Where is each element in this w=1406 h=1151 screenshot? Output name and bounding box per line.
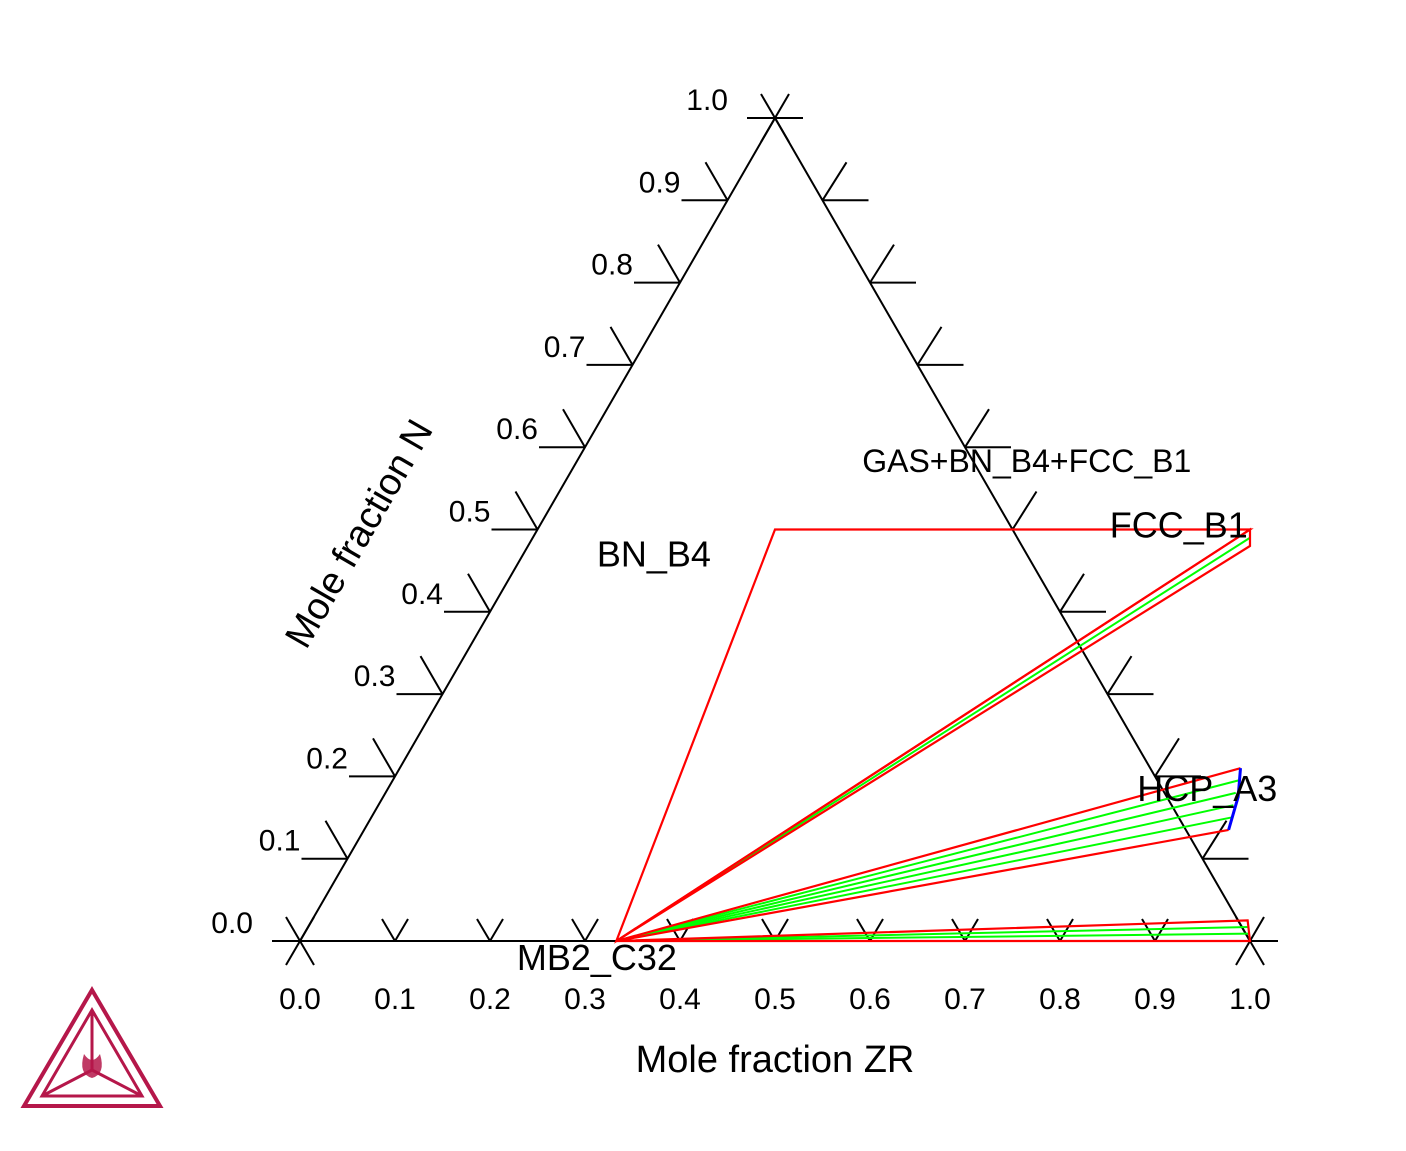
right-tick [869,244,895,284]
tie-line [616,779,1239,942]
phase-labels: GAS+BN_B4+FCC_B1 BN_B4 FCC_B1 HCP_A3 MB2_C32 [517,443,1277,978]
y-tick-label: 0.5 [449,496,491,529]
right-tick [916,326,943,366]
y-tick-label: 0.6 [496,413,538,446]
y-tick-label: 0.8 [591,249,633,282]
y-tick-label: 0.1 [259,825,301,858]
bottom-tick [476,918,491,942]
y-tick-label: 1.0 [686,84,728,117]
tie-line [616,816,1232,942]
x-tick-label: 0.8 [1039,983,1081,1016]
x-tick-label: 0.9 [1134,983,1176,1016]
x-tick-label: 0.0 [279,983,321,1016]
tie-lines [615,536,1251,942]
left-tick [704,161,729,201]
phase-label: HCP_A3 [1137,768,1277,809]
corner-mark-left [285,916,315,966]
left-tick [372,737,396,777]
y-tick-label: 0.3 [354,660,396,693]
y-tick-label: 0.9 [639,166,681,199]
y-tick-label: 0.0 [211,907,253,940]
phase-boundary [615,527,1252,942]
x-tick-label: 0.6 [849,983,891,1016]
x-tick-label: 0.3 [564,983,606,1016]
right-tick [964,408,990,448]
phase-label: MB2_C32 [517,937,677,978]
x-tick-label: 0.5 [754,983,796,1016]
bottom-tick [571,918,586,942]
corner-mark-top [760,93,790,143]
phase-boundary [616,767,1241,943]
right-tick [1201,820,1228,860]
phase-boundaries [614,527,1254,944]
left-tick [419,655,444,695]
tick-labels: 0.0 0.1 0.2 0.3 0.4 0.5 0.6 0.7 0.8 0.9 1.0 0.0 0.1 0… [211,84,1271,1016]
phase-boundary [616,828,1229,943]
bottom-tick [1059,918,1074,942]
tie-line [616,791,1236,942]
tie-line [616,932,1250,942]
y-tick-label: 0.7 [544,331,586,364]
x-tick-label: 0.2 [469,983,511,1016]
left-tick [562,408,586,448]
left-tick [657,244,681,284]
x-axis-title: Mole fraction ZR [636,1039,915,1081]
left-tick [609,326,634,366]
left-tick [467,573,491,613]
x-tick-label: 0.4 [659,983,701,1016]
right-tick [821,161,848,201]
right-tick [1011,490,1038,531]
tie-line [616,804,1234,942]
x-tick-label: 0.1 [374,983,416,1016]
right-tick [1059,573,1085,613]
phase-boundary [616,919,1252,943]
thermo-calc-logo-icon [20,986,164,1108]
y-axis-title: Mole fraction N [278,413,442,655]
phase-label: GAS+BN_B4+FCC_B1 [862,443,1191,479]
tie-line [616,926,1249,942]
bottom-tick [394,918,409,942]
bottom-tick [584,918,599,942]
right-tick [1106,655,1133,695]
phase-label: BN_B4 [597,534,711,575]
right-tick [1154,737,1180,777]
tie-line [615,536,1251,942]
y-tick-label: 0.2 [306,742,348,775]
x-tick-label: 1.0 [1229,983,1271,1016]
bottom-tick [489,918,504,942]
left-tick [514,490,539,531]
x-tick-label: 0.7 [944,983,986,1016]
bottom-tick [381,918,396,942]
phase-label: FCC_B1 [1110,505,1248,546]
left-tick [324,820,349,860]
hcp-boundary [1227,768,1242,831]
y-tick-label: 0.4 [401,578,443,611]
bottom-tick [1046,918,1061,942]
